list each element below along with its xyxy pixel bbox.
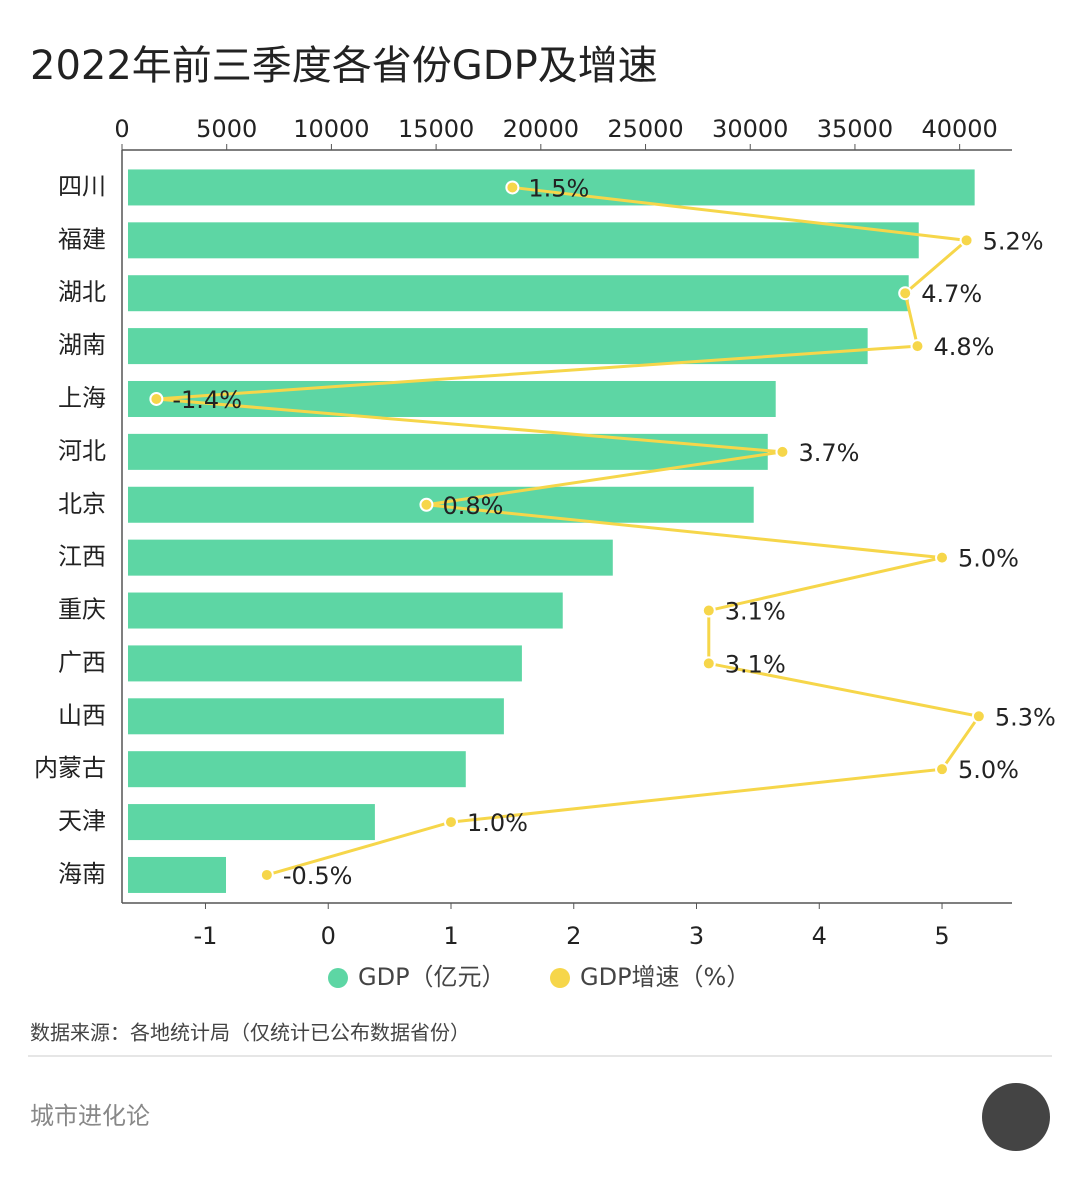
growth-point [443, 815, 458, 830]
data-label: 5.3% [995, 703, 1056, 731]
y-tick-label: 上海 [58, 384, 106, 412]
legend-label: GDP增速（%） [580, 963, 750, 991]
bar [128, 222, 919, 259]
data-label: 5.2% [983, 227, 1044, 255]
data-label: -1.4% [172, 386, 242, 414]
y-tick-label: 广西 [58, 648, 106, 676]
data-label: 5.0% [958, 545, 1019, 573]
y-tick-label: 河北 [58, 437, 106, 465]
data-label: 4.7% [921, 280, 982, 308]
y-tick-label: 天津 [58, 807, 106, 835]
data-label: 1.0% [467, 809, 528, 837]
legend-swatch [550, 968, 570, 988]
x-tick-label: 5000 [196, 115, 257, 143]
growth-point [419, 497, 434, 512]
y-tick-label: 海南 [58, 860, 106, 888]
growth-point [959, 233, 974, 248]
y-tick-label: 江西 [58, 543, 106, 571]
y-tick-label: 山西 [58, 701, 106, 729]
bar [128, 698, 504, 735]
x2-tick-label: 0 [321, 922, 336, 950]
growth-point [898, 286, 913, 301]
y-tick-label: 湖南 [58, 331, 106, 359]
bar [128, 380, 776, 417]
data-label: 1.5% [528, 174, 589, 202]
x-tick-label: 20000 [503, 115, 579, 143]
y-tick-label: 重庆 [58, 596, 106, 624]
logo [982, 1083, 1050, 1151]
growth-point [971, 709, 986, 724]
y-tick-label: 福建 [58, 225, 106, 253]
legend-label: GDP（亿元） [358, 963, 506, 991]
legend-swatch [328, 968, 348, 988]
x2-tick-label: 3 [689, 922, 704, 950]
chart-title: 2022年前三季度各省份GDP及增速 [30, 43, 658, 89]
y-tick-label: 内蒙古 [34, 754, 106, 782]
growth-point [701, 656, 716, 671]
x-tick-label: 35000 [817, 115, 893, 143]
growth-point [149, 391, 164, 406]
growth-point [259, 867, 274, 882]
data-label: 3.1% [725, 598, 786, 626]
y-tick-label: 湖北 [58, 278, 106, 306]
source-note: 数据来源：各地统计局（仅统计已公布数据省份） [30, 1021, 470, 1045]
data-label: 3.7% [798, 439, 859, 467]
bar [128, 645, 522, 682]
growth-point [935, 550, 950, 565]
bar [128, 433, 768, 470]
growth-point [505, 180, 520, 195]
x2-tick-label: 1 [443, 922, 458, 950]
x2-tick-label: -1 [194, 922, 218, 950]
bar [128, 751, 466, 788]
growth-point [775, 444, 790, 459]
bar [128, 539, 613, 576]
x-tick-label: 40000 [921, 115, 997, 143]
y-tick-label: 北京 [58, 490, 106, 518]
x-tick-label: 25000 [607, 115, 683, 143]
x2-tick-label: 4 [812, 922, 827, 950]
x2-tick-label: 5 [934, 922, 949, 950]
data-label: 5.0% [958, 756, 1019, 784]
data-label: 3.1% [725, 650, 786, 678]
growth-point [935, 762, 950, 777]
x-tick-label: 10000 [293, 115, 369, 143]
bar [128, 275, 909, 312]
y-tick-label: 四川 [58, 172, 106, 200]
bar [128, 856, 227, 893]
x-tick-label: 30000 [712, 115, 788, 143]
bar [128, 169, 975, 206]
data-label: 0.8% [442, 492, 503, 520]
bar [128, 804, 375, 841]
bar [128, 592, 563, 629]
data-label: 4.8% [933, 333, 994, 361]
footer: 城市进化论 [30, 1102, 150, 1130]
x2-tick-label: 2 [566, 922, 581, 950]
data-label: -0.5% [283, 862, 353, 890]
growth-point [910, 339, 925, 354]
x-tick-label: 15000 [398, 115, 474, 143]
growth-line [156, 185, 982, 877]
x-tick-label: 0 [114, 115, 129, 143]
growth-point [701, 603, 716, 618]
